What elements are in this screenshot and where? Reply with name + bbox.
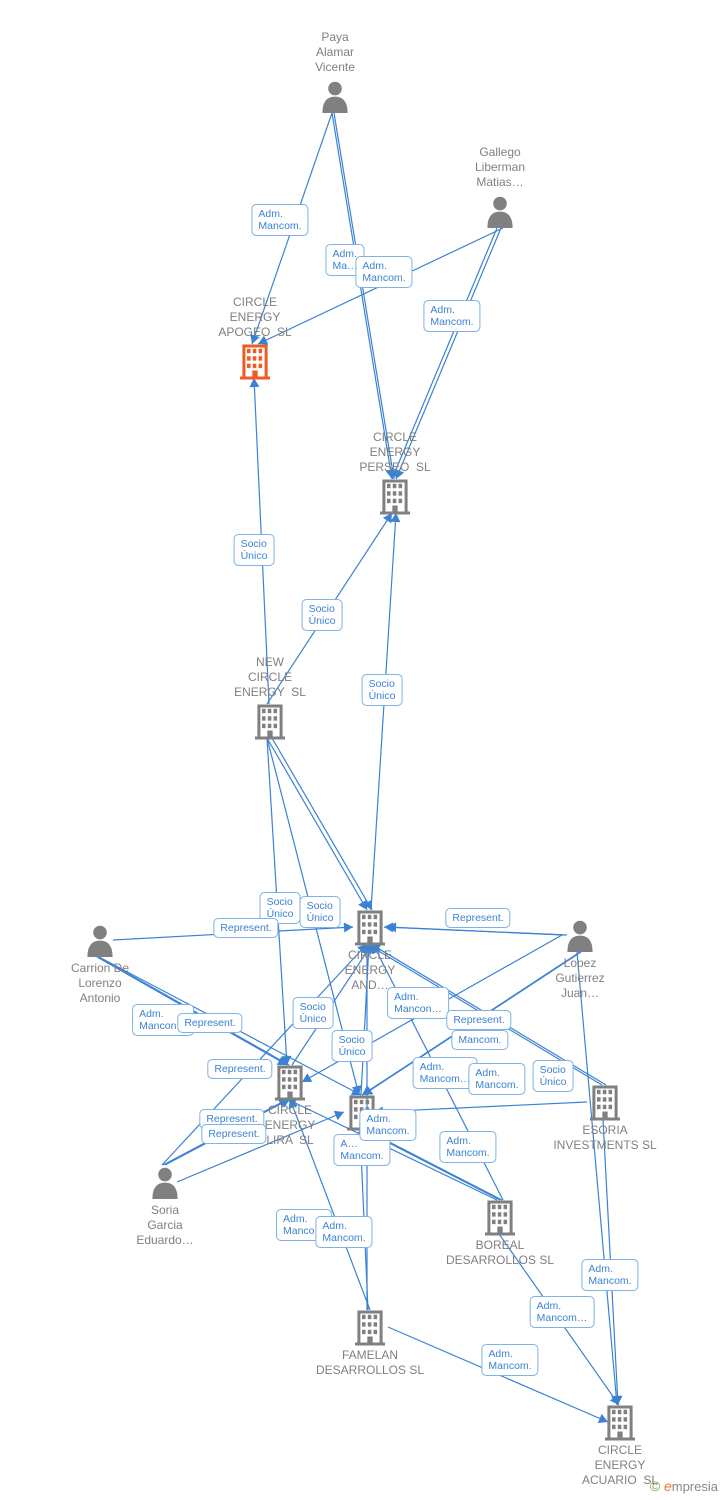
edge-label: Mancom.: [451, 1030, 508, 1050]
person-node-gallego[interactable]: Gallego Liberman Matias…: [475, 145, 525, 194]
edge-label: Socio Único: [362, 674, 403, 706]
edge-label: Socio Único: [332, 1030, 373, 1062]
edge-label: Adm. Mancon…: [387, 987, 449, 1019]
building-icon: [590, 1087, 620, 1119]
person-icon: [152, 1168, 177, 1199]
edge-label: Adm. Mancom.: [359, 1109, 416, 1141]
node-label-below: FAMELAN DESARROLLOS SL: [316, 1348, 424, 1382]
watermark: © empresia: [650, 1478, 718, 1494]
edge-label: Adm. Mancom.: [251, 204, 308, 236]
edge-label: Socio Único: [234, 534, 275, 566]
edge-label: Adm. Mancom.: [355, 256, 412, 288]
node-label: Paya Alamar Vicente: [315, 30, 355, 75]
building-icon: [380, 481, 410, 513]
person-icon: [487, 197, 512, 228]
building-icon: [240, 346, 270, 378]
building-icon: [355, 1312, 385, 1344]
edge-label: Adm. Mancom…: [530, 1296, 595, 1328]
watermark-text: mpresia: [672, 1479, 718, 1494]
edge-label: Adm. Mancom.: [423, 300, 480, 332]
edge-label: Socio Único: [302, 599, 343, 631]
edge-label: Adm. Mancom.: [481, 1344, 538, 1376]
node-label-below: Lopez Gutierrez Juan…: [555, 956, 604, 1005]
person-node-paya[interactable]: Paya Alamar Vicente: [315, 30, 355, 79]
building-icon: [355, 912, 385, 944]
node-label-below: Soria Garcia Eduardo…: [136, 1203, 193, 1252]
building-icon: [605, 1407, 635, 1439]
node-label: NEW CIRCLE ENERGY SL: [234, 655, 306, 700]
company-node-newcircle[interactable]: NEW CIRCLE ENERGY SL: [234, 655, 306, 704]
node-label-below: CIRCLE ENERGY LIRA SL: [265, 1103, 316, 1152]
edge-label: Represent.: [207, 1059, 272, 1079]
node-label-below: ESORIA INVESTMENTS SL: [553, 1123, 656, 1157]
building-icon: [255, 706, 285, 738]
edge-label: Adm. Mancom.: [439, 1131, 496, 1163]
edge-label: Represent.: [177, 1013, 242, 1033]
edge-label: Socio Único: [293, 997, 334, 1029]
edge-label: Adm. Mancom.: [581, 1259, 638, 1291]
edge-label: Adm. Mancom.: [468, 1063, 525, 1095]
node-label-below: CIRCLE ENERGY ACUARIO SL: [582, 1443, 658, 1492]
watermark-e: e: [664, 1478, 672, 1494]
edge-label: Socio Único: [300, 896, 341, 928]
node-label: CIRCLE ENERGY PERSEO SL: [359, 430, 430, 475]
edge-label: Socio Único: [533, 1060, 574, 1092]
edge-label: Represent.: [201, 1124, 266, 1144]
edge-label: Represent.: [213, 918, 278, 938]
node-label-below: Carrion De Lorenzo Antonio: [71, 961, 129, 1010]
building-icon: [275, 1067, 305, 1099]
person-icon: [322, 82, 347, 113]
node-label: Gallego Liberman Matias…: [475, 145, 525, 190]
person-icon: [567, 921, 592, 952]
node-label: CIRCLE ENERGY APOGEO SL: [218, 295, 291, 340]
company-node-perseo[interactable]: CIRCLE ENERGY PERSEO SL: [359, 430, 430, 479]
building-icon: [485, 1202, 515, 1234]
edge-label: Represent.: [445, 908, 510, 928]
person-icon: [87, 926, 112, 957]
edge-label: Represent.: [446, 1010, 511, 1030]
edge-label: Adm. Mancom.: [315, 1216, 372, 1248]
company-node-apogeo[interactable]: CIRCLE ENERGY APOGEO SL: [218, 295, 291, 344]
node-label-below: BOREAL DESARROLLOS SL: [446, 1238, 554, 1272]
